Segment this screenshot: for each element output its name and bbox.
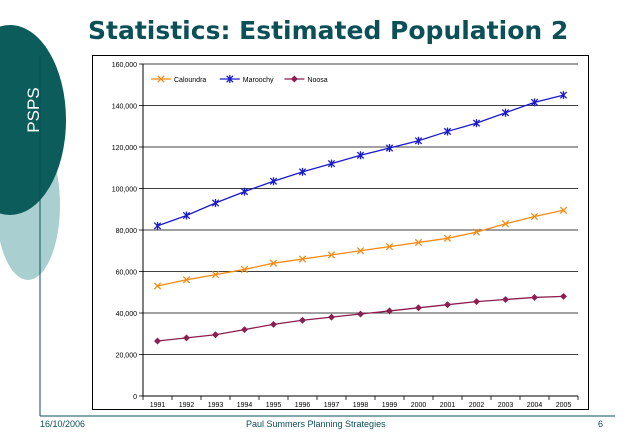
- caloundra-point: [385, 242, 394, 251]
- caloundra-point: [472, 228, 481, 236]
- noosa-point: [182, 334, 191, 342]
- maroochy-point: [501, 108, 510, 117]
- caloundra-point: [530, 212, 539, 221]
- page-title: Statistics: Estimated Population 2: [88, 16, 569, 45]
- noosa-point: [240, 326, 249, 334]
- x-tick-label: 1996: [295, 402, 311, 409]
- caloundra-point: [298, 255, 307, 263]
- noosa-point: [443, 301, 452, 309]
- caloundra-point: [211, 270, 220, 279]
- legend-label-caloundra: Caloundra: [174, 77, 206, 84]
- x-tick-label: 1994: [237, 402, 253, 409]
- caloundra-point: [240, 265, 249, 274]
- caloundra-point: [182, 276, 191, 284]
- caloundra-point: [327, 251, 336, 259]
- x-tick-label: 2001: [440, 402, 456, 409]
- y-tick-label: 0: [133, 394, 137, 401]
- x-tick-label: 1992: [179, 402, 195, 409]
- x-tick-label: 2000: [411, 402, 427, 409]
- noosa-point: [472, 298, 481, 306]
- y-tick-label: 140,000: [112, 104, 137, 111]
- noosa-point: [501, 295, 510, 304]
- x-tick-label: 2002: [469, 402, 485, 409]
- noosa-point: [559, 292, 568, 300]
- maroochy-point: [443, 127, 452, 136]
- caloundra-point: [559, 206, 568, 214]
- maroochy-point: [414, 136, 423, 145]
- maroochy-point: [530, 98, 539, 107]
- caloundra-point: [269, 259, 278, 267]
- noosa-point: [530, 293, 539, 301]
- maroochy-point: [327, 159, 336, 168]
- noosa-point: [211, 331, 220, 339]
- population-chart: 0 20,000 40,000 60,000 80,000 100,000 120,000 1…: [92, 55, 589, 410]
- caloundra-point: [153, 282, 162, 290]
- noosa-point: [385, 307, 394, 315]
- y-tick-label: 20,000: [116, 353, 138, 360]
- x-tick-label: 2003: [498, 402, 514, 409]
- legend-label-noosa: Noosa: [307, 77, 327, 84]
- maroochy-point: [385, 144, 394, 153]
- caloundra-point: [501, 220, 510, 228]
- maroochy-point: [240, 187, 249, 196]
- maroochy-point: [211, 199, 220, 208]
- maroochy-point: [269, 177, 278, 186]
- chart-svg: 0 20,000 40,000 60,000 80,000 100,000 120,000 1…: [112, 62, 579, 409]
- noosa-point: [269, 320, 278, 328]
- maroochy-point: [298, 167, 307, 176]
- maroochy-point: [472, 119, 481, 128]
- caloundra-point: [356, 247, 365, 255]
- y-tick-label: 160,000: [112, 62, 137, 69]
- footer-author: Paul Summers Planning Strategies: [246, 419, 386, 429]
- y-tick-label: 80,000: [116, 228, 138, 235]
- noosa-point: [153, 337, 162, 345]
- caloundra-point: [414, 238, 423, 247]
- noosa-point: [327, 313, 336, 321]
- noosa-point: [414, 304, 423, 312]
- x-tick-label: 2004: [527, 402, 543, 409]
- caloundra-point: [443, 234, 452, 242]
- noosa-point: [298, 316, 307, 324]
- footer-date: 16/10/2006: [40, 419, 86, 429]
- maroochy-point: [153, 221, 162, 230]
- y-tick-label: 120,000: [112, 145, 137, 152]
- y-tick-label: 40,000: [116, 311, 138, 318]
- page-number: 6: [598, 419, 604, 429]
- maroochy-point: [182, 211, 191, 220]
- legend-marker-caloundra: [157, 75, 165, 83]
- x-tick-label: 1995: [266, 402, 282, 409]
- y-tick-label: 100,000: [112, 187, 137, 194]
- side-label: PSPS: [24, 87, 43, 133]
- legend-label-maroochy: Maroochy: [243, 77, 274, 84]
- x-tick-label: 2005: [556, 402, 572, 409]
- maroochy-point: [559, 91, 568, 100]
- dark-teal-circle: [0, 25, 66, 215]
- noosa-point: [356, 310, 365, 318]
- legend-marker-maroochy: [226, 75, 234, 83]
- maroochy-point: [356, 151, 365, 160]
- x-tick-label: 1991: [150, 402, 166, 409]
- legend-marker-noosa: [290, 75, 298, 83]
- x-tick-label: 1998: [353, 402, 369, 409]
- x-tick-label: 1999: [382, 402, 398, 409]
- x-tick-label: 1993: [208, 402, 224, 409]
- y-tick-label: 60,000: [116, 270, 138, 277]
- x-tick-label: 1997: [324, 402, 340, 409]
